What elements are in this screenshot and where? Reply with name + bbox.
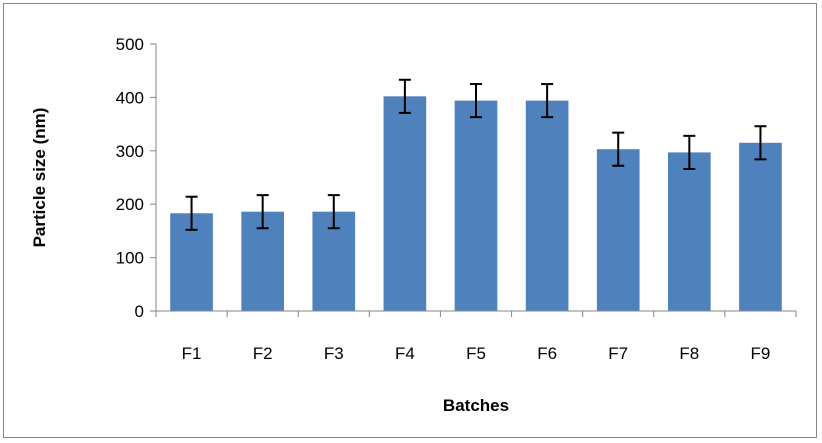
x-tick-label: F7 — [608, 344, 628, 363]
x-tick-label: F8 — [679, 344, 699, 363]
x-tick-label: F4 — [395, 344, 415, 363]
bar — [596, 149, 640, 311]
y-tick-label: 100 — [116, 249, 144, 268]
bar — [739, 142, 782, 311]
bar — [525, 100, 569, 311]
y-tick-label: 500 — [116, 35, 144, 54]
bars — [170, 96, 782, 311]
y-tick-label: 200 — [116, 195, 144, 214]
x-tick-label: F2 — [253, 344, 273, 363]
y-tick-label: 400 — [116, 88, 144, 107]
x-tick-label: F1 — [182, 344, 202, 363]
bar — [454, 100, 498, 311]
y-tick-label: 300 — [116, 142, 144, 161]
bar — [668, 152, 711, 311]
bar — [383, 96, 427, 311]
x-tick-label: F5 — [466, 344, 486, 363]
x-axis-title: Batches — [443, 396, 509, 415]
x-tick-label: F9 — [751, 344, 771, 363]
y-axis-title: Particle size (nm) — [30, 108, 49, 248]
x-axis-tick-labels: F1 F2 F3 F4 F5 F6 F7 F8 F9 — [155, 311, 797, 363]
error-bars — [185, 78, 767, 231]
x-tick-label: F3 — [324, 344, 344, 363]
y-axis-ticks: 0 100 200 300 400 500 — [116, 35, 156, 321]
y-tick-label: 0 — [135, 302, 144, 321]
x-tick-label: F6 — [537, 344, 557, 363]
